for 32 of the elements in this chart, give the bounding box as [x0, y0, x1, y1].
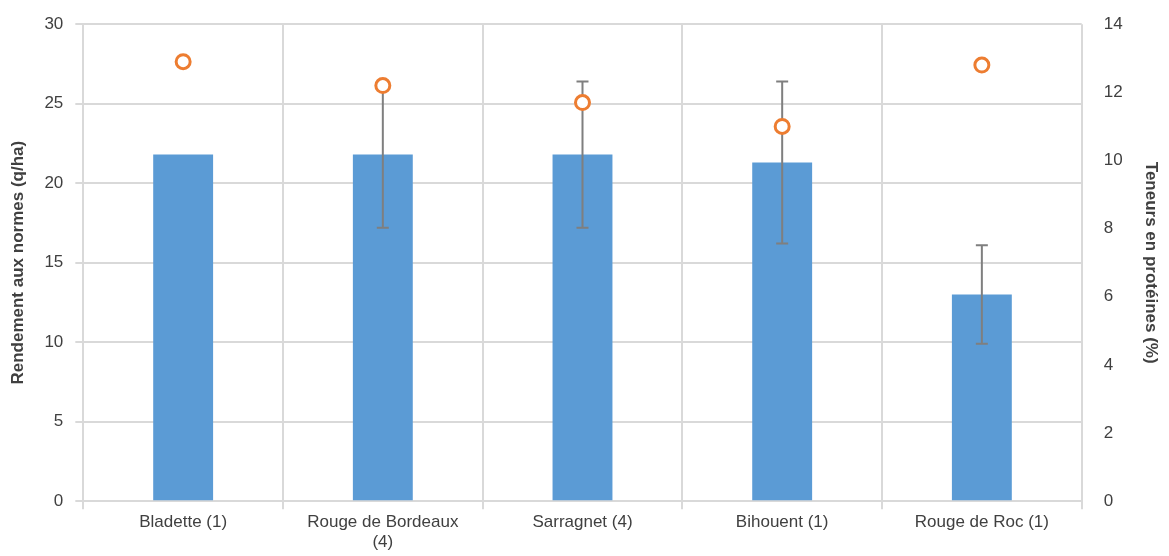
- y2-axis-title: Teneurs en protéines (%): [1142, 161, 1162, 364]
- point: [973, 56, 991, 74]
- point: [174, 53, 192, 71]
- point: [773, 117, 791, 135]
- y2-tick-label: 10: [1103, 150, 1123, 170]
- y-tick-label: 0: [53, 490, 64, 510]
- y-tick-label: 5: [53, 411, 64, 431]
- y2-tick-label: 14: [1103, 13, 1123, 33]
- point: [574, 94, 591, 112]
- y-tick-label: 20: [44, 172, 64, 192]
- y-tick-label: 25: [44, 93, 64, 113]
- y-tick-label: 10: [44, 331, 64, 351]
- x-tick-label: Bihouent (1): [735, 512, 829, 532]
- x-tick-label: Rouge de Roc (1): [914, 512, 1049, 532]
- bar: [951, 294, 1012, 501]
- bar: [153, 154, 214, 501]
- x-tick-label: Bladette (1): [139, 512, 228, 532]
- y-tick-label: 15: [44, 252, 64, 272]
- point: [374, 77, 392, 95]
- y2-tick-label: 8: [1103, 218, 1114, 238]
- bar: [752, 162, 813, 501]
- y2-tick-label: 0: [1103, 490, 1114, 510]
- y2-tick-label: 4: [1103, 354, 1114, 374]
- y-axis-title: Rendement aux normes (q/ha): [7, 140, 27, 385]
- x-tick-label: Rouge de Bordeaux (4): [307, 512, 459, 552]
- bar: [552, 154, 613, 501]
- y2-tick-label: 2: [1103, 422, 1114, 442]
- x-tick-label: Sarragnet (4): [532, 512, 633, 532]
- bar: [352, 154, 413, 501]
- y-tick-label: 30: [44, 13, 64, 33]
- y2-tick-label: 6: [1103, 286, 1114, 306]
- y2-tick-label: 12: [1103, 82, 1123, 102]
